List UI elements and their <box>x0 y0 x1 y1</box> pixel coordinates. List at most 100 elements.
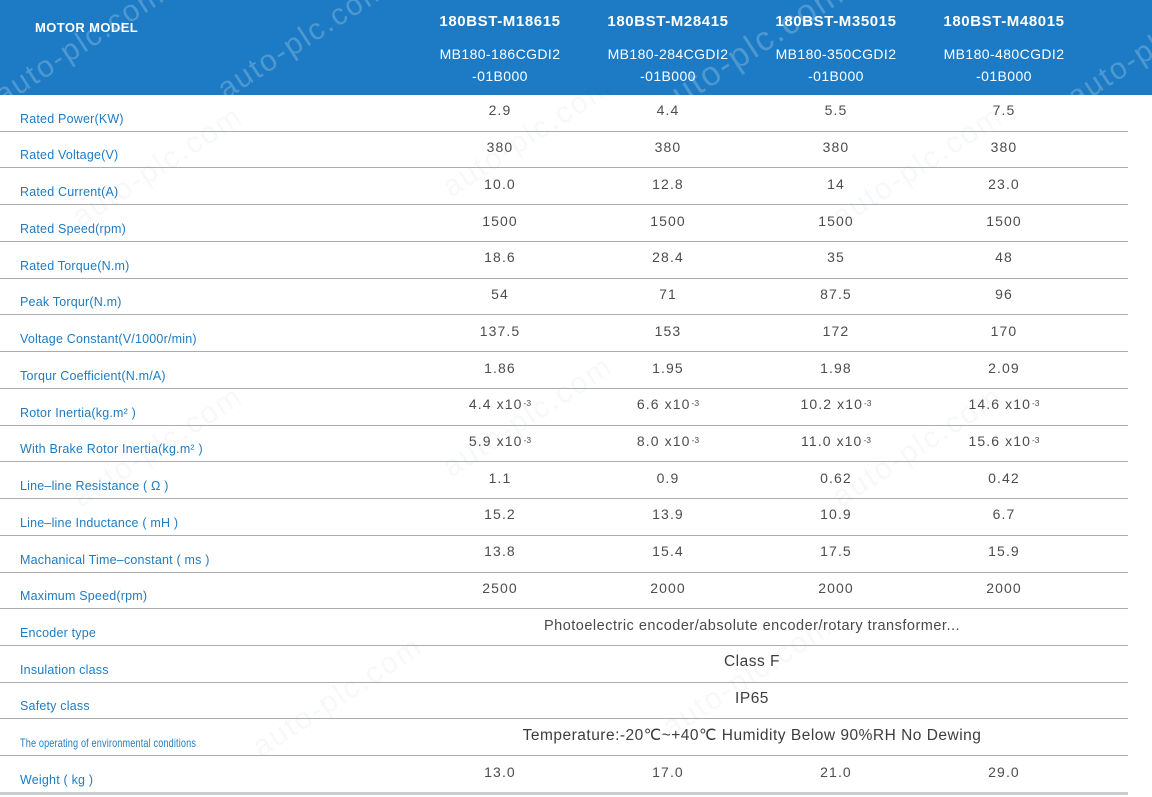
spec-value: 380 <box>486 139 514 156</box>
row-label: Rated Current(A) <box>20 185 119 200</box>
spec-row-rated-voltage: Rated Voltage(V) 380 380 380 380 <box>0 132 1128 169</box>
spec-value: 1.1 <box>488 469 512 486</box>
spec-value: 0.9 <box>656 469 680 486</box>
sci-exponent: -3 <box>863 434 872 445</box>
sci-base: 11.0 x10 <box>800 432 863 449</box>
spec-value: 1.95 <box>652 359 684 376</box>
model-code-line2: -01B000 <box>472 68 528 84</box>
spec-value: 380 <box>822 139 850 156</box>
sci-exponent: -3 <box>691 398 700 409</box>
sci-base: 5.9 x10 <box>468 432 523 449</box>
spec-row-line-inductance: Line–line Inductance ( mH ) 15.2 13.9 10… <box>0 499 1128 536</box>
model-name: 180BST-M48015 <box>943 13 1065 30</box>
model-code-line1: MB180-186CGDI2 <box>439 46 561 62</box>
model-code-line2: -01B000 <box>640 68 696 84</box>
spec-value: 29.0 <box>988 763 1020 780</box>
row-label: Voltage Constant(V/1000r/min) <box>20 332 197 347</box>
row-label: Line–line Inductance ( mH ) <box>20 515 179 530</box>
sci-base: 6.6 x10 <box>636 396 691 413</box>
spec-value: 2.9 <box>488 102 512 119</box>
spec-row-line-resistance: Line–line Resistance ( Ω ) 1.1 0.9 0.62 … <box>0 462 1128 500</box>
spec-value: 153 <box>654 322 682 339</box>
spec-row-rated-speed: Rated Speed(rpm) 1500 1500 1500 1500 <box>0 205 1128 242</box>
spec-value: 54 <box>491 286 509 303</box>
spec-value: 0.42 <box>988 469 1020 486</box>
spec-row-rated-torque: Rated Torque(N.m) 18.6 28.4 35 48 <box>0 242 1128 279</box>
model-code-line1: MB180-350CGDI2 <box>775 46 897 62</box>
spec-value: 2000 <box>650 579 686 596</box>
model-code-line2: -01B000 <box>976 68 1032 84</box>
model-code: MB180-284CGDI2 -01B000 <box>584 43 752 87</box>
spec-value: 4.4 <box>656 102 680 119</box>
model-code: MB180-186CGDI2 -01B000 <box>416 43 584 87</box>
spec-value: 380 <box>654 139 682 156</box>
sci-base: 14.6 x10 <box>968 396 1031 413</box>
spec-value: 28.4 <box>652 249 684 266</box>
spec-value-span: IP65 <box>735 690 769 708</box>
table-header: auto-plc.com auto-plc.com auto-plc.com a… <box>0 0 1152 95</box>
sci-exponent: -3 <box>523 398 532 409</box>
spec-value: 6.7 <box>992 506 1016 523</box>
spec-value: 14 <box>827 175 845 192</box>
spec-value: 10.9 <box>820 506 852 523</box>
spec-value: 2500 <box>482 579 518 596</box>
spec-value: 17.0 <box>652 763 684 780</box>
spec-value: 71 <box>659 286 677 303</box>
sci-exponent: -3 <box>1031 398 1040 409</box>
motor-model-heading: MOTOR MODEL <box>35 20 139 35</box>
spec-value-span: Photoelectric encoder/absolute encoder/r… <box>543 617 961 634</box>
spec-row-insulation-class: Insulation class Class F <box>0 646 1128 683</box>
spec-row-peak-torque: Peak Torqur(N.m) 54 71 87.5 96 <box>0 279 1128 316</box>
row-label: Rated Torque(N.m) <box>20 258 130 273</box>
spec-value: 7.5 <box>992 102 1016 119</box>
row-label: Insulation class <box>20 662 109 677</box>
model-code: MB180-480CGDI2 -01B000 <box>920 43 1088 87</box>
spec-value: 21.0 <box>820 763 852 780</box>
spec-value: 1.98 <box>820 359 852 376</box>
spec-value: 1500 <box>818 212 854 229</box>
spec-row-rated-power: Rated Power(KW) 2.9 4.4 5.5 7.5 <box>0 95 1128 132</box>
sci-exponent: -3 <box>523 434 532 445</box>
row-label: The operating of environmental condition… <box>20 736 197 751</box>
row-label: Rated Voltage(V) <box>20 148 119 163</box>
spec-value: 137.5 <box>479 322 521 339</box>
spec-row-weight: Weight ( kg ) 13.0 17.0 21.0 29.0 <box>0 756 1128 793</box>
spec-value: 2000 <box>986 579 1022 596</box>
spec-row-torque-coefficient: Torqur Coefficient(N.m/A) 1.86 1.95 1.98… <box>0 352 1128 389</box>
row-label: Torqur Coefficient(N.m/A) <box>20 368 166 383</box>
row-label: Safety class <box>20 699 90 714</box>
spec-value-span: Temperature:-20℃~+40℃ Humidity Below 90%… <box>522 727 982 745</box>
spec-value: 2000 <box>818 579 854 596</box>
sci-base: 4.4 x10 <box>468 396 523 413</box>
row-label: Peak Torqur(N.m) <box>20 295 122 310</box>
sci-base: 10.2 x10 <box>800 396 863 413</box>
spec-value: 8.0 x10 -3 <box>584 426 752 462</box>
spec-value: 15.2 <box>484 506 516 523</box>
spec-row-brake-rotor-inertia: With Brake Rotor Inertia(kg.m² ) 5.9 x10… <box>0 426 1128 463</box>
sci-base: 8.0 x10 <box>636 432 691 449</box>
row-label: Weight ( kg ) <box>20 772 94 787</box>
model-code-line2: -01B000 <box>808 68 864 84</box>
table-bottom-border <box>0 792 1128 795</box>
model-code: MB180-350CGDI2 -01B000 <box>752 43 920 87</box>
model-code-line1: MB180-284CGDI2 <box>607 46 729 62</box>
model-name: 180BST-M35015 <box>775 13 897 30</box>
spec-value: 5.9 x10 -3 <box>416 426 584 462</box>
spec-value: 18.6 <box>484 249 516 266</box>
spec-value: 6.6 x10 -3 <box>584 389 752 425</box>
row-label: Maximum Speed(rpm) <box>20 589 148 604</box>
spec-value: 170 <box>990 322 1018 339</box>
model-code-line1: MB180-480CGDI2 <box>943 46 1065 62</box>
spec-value: 380 <box>990 139 1018 156</box>
spec-row-maximum-speed: Maximum Speed(rpm) 2500 2000 2000 2000 <box>0 573 1128 610</box>
model-column-1: 180BST-M28415 MB180-284CGDI2 -01B000 <box>584 0 752 95</box>
spec-value: 5.5 <box>824 102 848 119</box>
row-label: Machanical Time–constant ( ms ) <box>20 552 210 567</box>
spec-row-safety-class: Safety class IP65 <box>0 683 1128 720</box>
spec-value: 15.4 <box>652 543 684 560</box>
spec-value: 0.62 <box>820 469 852 486</box>
spec-value: 12.8 <box>652 175 684 192</box>
spec-row-encoder-type: Encoder type Photoelectric encoder/absol… <box>0 609 1128 647</box>
spec-value: 2.09 <box>988 359 1020 376</box>
spec-value: 87.5 <box>820 286 852 303</box>
